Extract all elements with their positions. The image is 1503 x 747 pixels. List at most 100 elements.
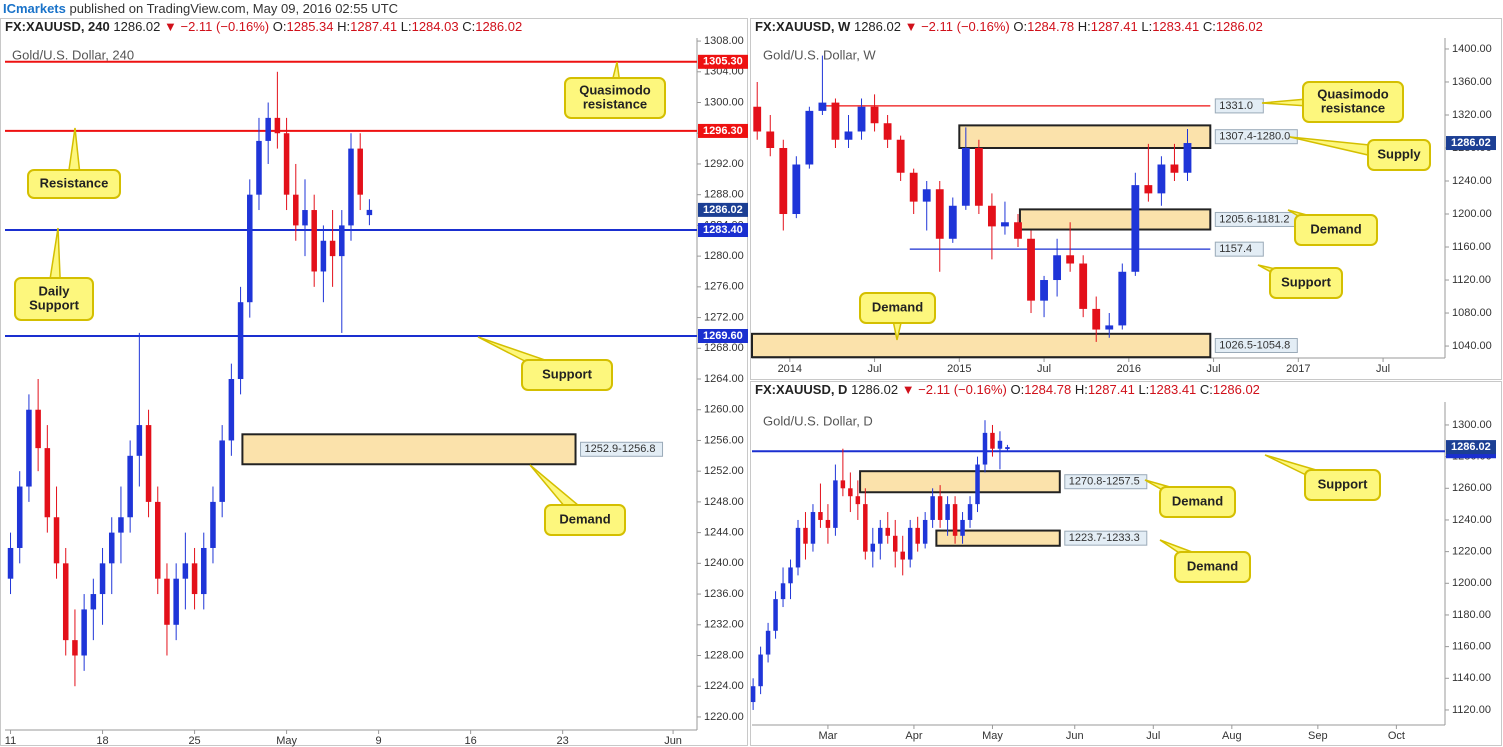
candle-body bbox=[1131, 185, 1140, 272]
last-price: 1286.02 bbox=[113, 19, 161, 34]
callout-text: resistance bbox=[583, 96, 647, 111]
ohlc-value: 1287.41 bbox=[1090, 19, 1138, 34]
y-tick-label: 1268.00 bbox=[704, 342, 744, 354]
zone bbox=[958, 124, 1212, 149]
callout-box bbox=[859, 292, 936, 324]
x-tick-label: Jul bbox=[1207, 363, 1221, 375]
candle-body bbox=[805, 110, 814, 165]
callout-text: Quasimodo bbox=[579, 82, 651, 97]
y-tick-label: 1240.00 bbox=[1452, 175, 1492, 187]
candle-body bbox=[302, 210, 308, 226]
level-tag-label: 1296.30 bbox=[703, 125, 743, 137]
candle-body bbox=[1027, 238, 1035, 301]
candle-body bbox=[909, 172, 918, 202]
candle-body bbox=[7, 547, 14, 579]
ohlc-key: O: bbox=[272, 19, 287, 34]
callout-text: Support bbox=[29, 297, 79, 312]
level-tag-label: 1283.40 bbox=[703, 224, 743, 236]
candle-body bbox=[960, 519, 965, 536]
zone bbox=[935, 529, 1061, 547]
callout-box bbox=[1159, 486, 1236, 518]
candle-body bbox=[320, 240, 327, 272]
level-tag-label: 1305.30 bbox=[703, 56, 743, 68]
candle-body bbox=[99, 563, 106, 595]
candle-body bbox=[90, 594, 97, 610]
candle-body bbox=[831, 102, 840, 140]
ohlc-key: C: bbox=[1202, 19, 1216, 34]
price-tag bbox=[1446, 136, 1496, 151]
y-tick-label: 1360.00 bbox=[1452, 76, 1492, 88]
x-tick-label: 25 bbox=[188, 735, 200, 747]
y-tick-label: 1264.00 bbox=[704, 373, 744, 385]
candle-body bbox=[780, 583, 786, 600]
candle-body bbox=[366, 209, 373, 216]
candle-body bbox=[357, 148, 363, 195]
candle-body bbox=[844, 131, 853, 140]
y-tick-label: 1200.00 bbox=[1452, 577, 1492, 589]
zone bbox=[751, 332, 1212, 359]
ohlc-value: 1284.78 bbox=[1024, 382, 1072, 397]
x-tick-label: May bbox=[276, 735, 297, 747]
info-line: FX:XAUUSD, 240 1286.02 ▼ −2.11 (−0.16%) … bbox=[5, 19, 522, 34]
candle-body bbox=[961, 147, 970, 206]
callout-text: Demand bbox=[1172, 493, 1223, 508]
candle-body bbox=[81, 609, 87, 656]
y-tick-label: 1288.00 bbox=[704, 189, 744, 201]
candle-body bbox=[228, 379, 235, 441]
level-tag-label: 1269.60 bbox=[703, 330, 743, 342]
last-price: 1286.02 bbox=[853, 19, 901, 34]
candle-body bbox=[982, 432, 988, 465]
y-tick-label: 1292.00 bbox=[704, 158, 744, 170]
level-tag bbox=[698, 54, 748, 69]
candle-body bbox=[339, 225, 345, 257]
x-tick-label: 2014 bbox=[778, 363, 802, 375]
y-tick-label: 1400.00 bbox=[1452, 43, 1492, 55]
price-tag-label: 1286.02 bbox=[1451, 137, 1491, 149]
candle-body bbox=[779, 147, 788, 215]
panel-frame bbox=[750, 381, 1502, 746]
ohlc-value: 1287.41 bbox=[350, 19, 398, 34]
candle-body bbox=[885, 527, 891, 536]
symbol: FX:XAUUSD, W bbox=[755, 19, 851, 34]
zone-label-box bbox=[1214, 337, 1298, 353]
candle-body bbox=[803, 527, 808, 544]
level-label: 1331.0 bbox=[1219, 100, 1253, 112]
ohlc-value: 1284.03 bbox=[411, 19, 459, 34]
y-tick-label: 1308.00 bbox=[704, 35, 744, 47]
change: ▼ −2.11 (−0.16%) bbox=[901, 382, 1007, 397]
candle-body bbox=[937, 496, 943, 520]
candle-body bbox=[795, 527, 801, 568]
candle-body bbox=[293, 194, 299, 226]
candle-body bbox=[922, 189, 931, 202]
y-tick-label: 1228.00 bbox=[704, 649, 744, 661]
y-tick-label: 1300.00 bbox=[1452, 419, 1492, 431]
candle-body bbox=[145, 425, 152, 502]
zone-label-box bbox=[1214, 129, 1298, 145]
x-tick-label: Oct bbox=[1388, 730, 1405, 742]
ohlc-value: 1286.02 bbox=[475, 19, 523, 34]
candle-body bbox=[26, 409, 32, 487]
symbol: FX:XAUUSD, 240 bbox=[5, 19, 110, 34]
level-tag bbox=[698, 123, 748, 138]
candle-body bbox=[848, 488, 853, 497]
brand: ICmarkets bbox=[3, 1, 66, 16]
candle-body bbox=[915, 527, 920, 544]
x-tick-label: 18 bbox=[96, 735, 108, 747]
candle-body bbox=[16, 486, 23, 548]
candle-body bbox=[825, 519, 831, 528]
candle-body bbox=[1066, 255, 1075, 264]
candle-body bbox=[283, 133, 290, 195]
chart-title: Gold/U.S. Dollar, W bbox=[763, 47, 876, 62]
symbol: FX:XAUUSD, D bbox=[755, 382, 848, 397]
candle-body bbox=[201, 547, 207, 595]
candle-body bbox=[935, 189, 944, 239]
candle-body bbox=[855, 496, 861, 505]
ohlc-value: 1285.34 bbox=[286, 19, 334, 34]
callout-box bbox=[544, 504, 626, 536]
candle-body bbox=[1157, 164, 1166, 194]
candle-body bbox=[883, 123, 892, 140]
change: ▼ −2.11 (−0.16%) bbox=[904, 19, 1010, 34]
level-tag bbox=[698, 328, 748, 343]
y-tick-label: 1252.00 bbox=[704, 465, 744, 477]
